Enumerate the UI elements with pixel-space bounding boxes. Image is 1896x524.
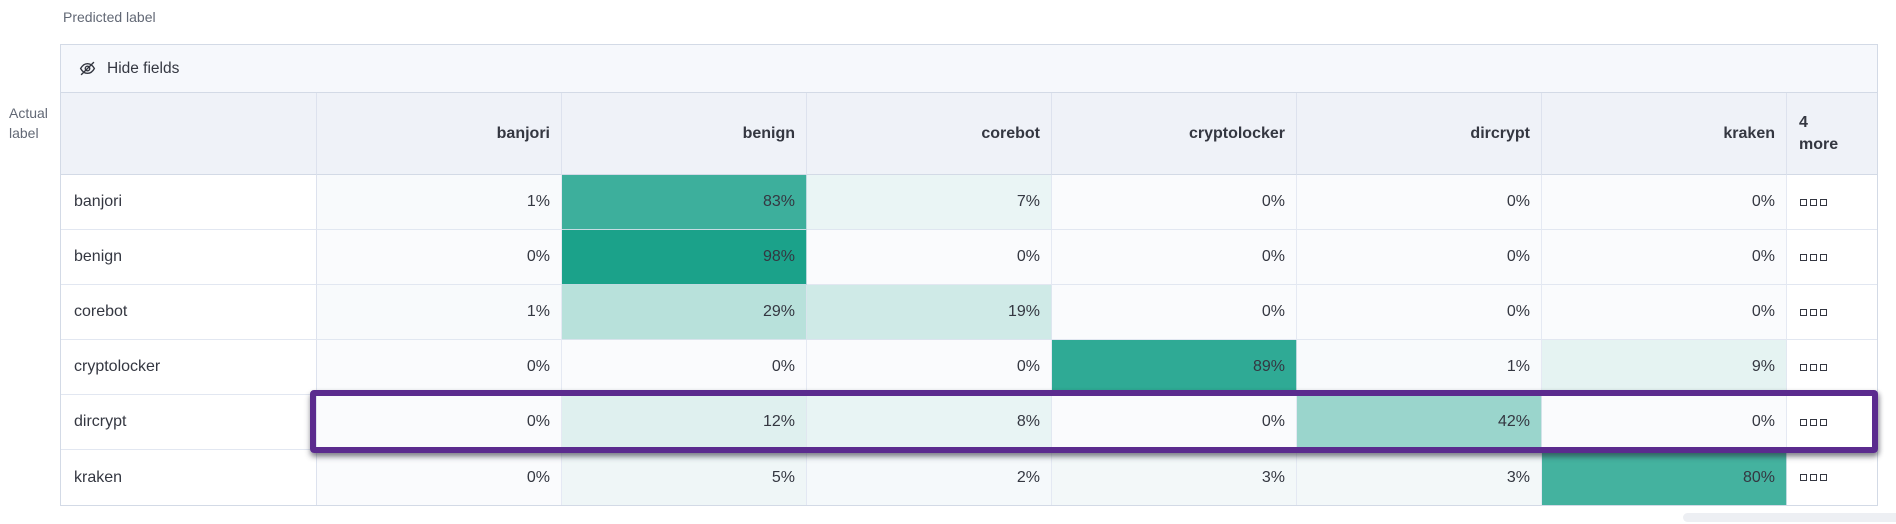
hide-fields-label: Hide fields bbox=[107, 59, 180, 77]
boxes-horizontal-icon bbox=[1800, 418, 1827, 426]
hide-fields-button[interactable]: Hide fields bbox=[61, 45, 1877, 93]
matrix-cell: 8% bbox=[807, 395, 1052, 450]
matrix-cell: 1% bbox=[1297, 340, 1542, 395]
more-columns-count: 4 bbox=[1799, 113, 1808, 131]
row-actions-button[interactable] bbox=[1787, 340, 1877, 395]
matrix-cell: 7% bbox=[807, 175, 1052, 230]
matrix-cell: 0% bbox=[1052, 285, 1297, 340]
matrix-cell: 19% bbox=[807, 285, 1052, 340]
matrix-cell: 0% bbox=[807, 230, 1052, 285]
header-corner-cell bbox=[61, 93, 317, 175]
matrix-cell: 0% bbox=[1542, 285, 1787, 340]
matrix-cell: 0% bbox=[807, 340, 1052, 395]
row-label-corebot: corebot bbox=[61, 285, 317, 340]
matrix-cell: 1% bbox=[317, 285, 562, 340]
matrix-cell: 0% bbox=[1542, 175, 1787, 230]
matrix-cell: 80% bbox=[1542, 450, 1787, 505]
matrix-cell: 9% bbox=[1542, 340, 1787, 395]
actual-axis-label: Actual label bbox=[9, 103, 48, 143]
matrix-cell: 0% bbox=[1052, 175, 1297, 230]
matrix-cell: 0% bbox=[1297, 175, 1542, 230]
matrix-cell: 1% bbox=[317, 175, 562, 230]
matrix-cell: 0% bbox=[1297, 285, 1542, 340]
row-label-cryptolocker: cryptolocker bbox=[61, 340, 317, 395]
matrix-cell: 5% bbox=[562, 450, 807, 505]
matrix-cell: 0% bbox=[1297, 230, 1542, 285]
column-header-banjori[interactable]: banjori bbox=[317, 93, 562, 175]
matrix-cell: 3% bbox=[1052, 450, 1297, 505]
boxes-horizontal-icon bbox=[1800, 363, 1827, 371]
boxes-horizontal-icon bbox=[1800, 198, 1827, 206]
matrix-cell: 83% bbox=[562, 175, 807, 230]
matrix-cell: 3% bbox=[1297, 450, 1542, 505]
matrix-cell: 2% bbox=[807, 450, 1052, 505]
actual-axis-label-line1: Actual bbox=[9, 105, 48, 121]
matrix-cell: 0% bbox=[317, 340, 562, 395]
confusion-matrix-data-grid: Hide fields banjori benign corebot crypt… bbox=[60, 44, 1878, 506]
matrix-cell: 0% bbox=[1052, 395, 1297, 450]
more-columns-word: more bbox=[1799, 135, 1839, 153]
matrix-cell: 29% bbox=[562, 285, 807, 340]
row-label-banjori: banjori bbox=[61, 175, 317, 230]
boxes-horizontal-icon bbox=[1800, 253, 1827, 261]
boxes-horizontal-icon bbox=[1800, 308, 1827, 316]
matrix-cell: 0% bbox=[562, 340, 807, 395]
row-actions-button[interactable] bbox=[1787, 395, 1877, 450]
matrix-cell: 0% bbox=[317, 395, 562, 450]
matrix-grid: banjori benign corebot cryptolocker dirc… bbox=[61, 93, 1877, 505]
predicted-axis-label: Predicted label bbox=[63, 9, 156, 25]
column-header-kraken[interactable]: kraken bbox=[1542, 93, 1787, 175]
row-actions-button[interactable] bbox=[1787, 230, 1877, 285]
eye-closed-icon bbox=[79, 61, 96, 76]
boxes-horizontal-icon bbox=[1800, 474, 1827, 481]
matrix-cell: 89% bbox=[1052, 340, 1297, 395]
matrix-cell: 0% bbox=[317, 230, 562, 285]
column-header-benign[interactable]: benign bbox=[562, 93, 807, 175]
column-header-cryptolocker[interactable]: cryptolocker bbox=[1052, 93, 1297, 175]
row-actions-button[interactable] bbox=[1787, 450, 1877, 505]
matrix-cell: 42% bbox=[1297, 395, 1542, 450]
column-header-dircrypt[interactable]: dircrypt bbox=[1297, 93, 1542, 175]
matrix-cell: 98% bbox=[562, 230, 807, 285]
matrix-cell: 0% bbox=[1052, 230, 1297, 285]
row-label-kraken: kraken bbox=[61, 450, 317, 505]
column-header-corebot[interactable]: corebot bbox=[807, 93, 1052, 175]
matrix-cell: 12% bbox=[562, 395, 807, 450]
matrix-cell: 0% bbox=[1542, 395, 1787, 450]
matrix-cell: 0% bbox=[1542, 230, 1787, 285]
row-label-dircrypt: dircrypt bbox=[61, 395, 317, 450]
actual-axis-label-line2: label bbox=[9, 125, 39, 141]
row-label-benign: benign bbox=[61, 230, 317, 285]
horizontal-scrollbar-thumb[interactable] bbox=[1683, 513, 1896, 522]
row-actions-button[interactable] bbox=[1787, 175, 1877, 230]
row-actions-button[interactable] bbox=[1787, 285, 1877, 340]
column-header-more-columns[interactable]: 4 more bbox=[1787, 93, 1877, 175]
matrix-cell: 0% bbox=[317, 450, 562, 505]
